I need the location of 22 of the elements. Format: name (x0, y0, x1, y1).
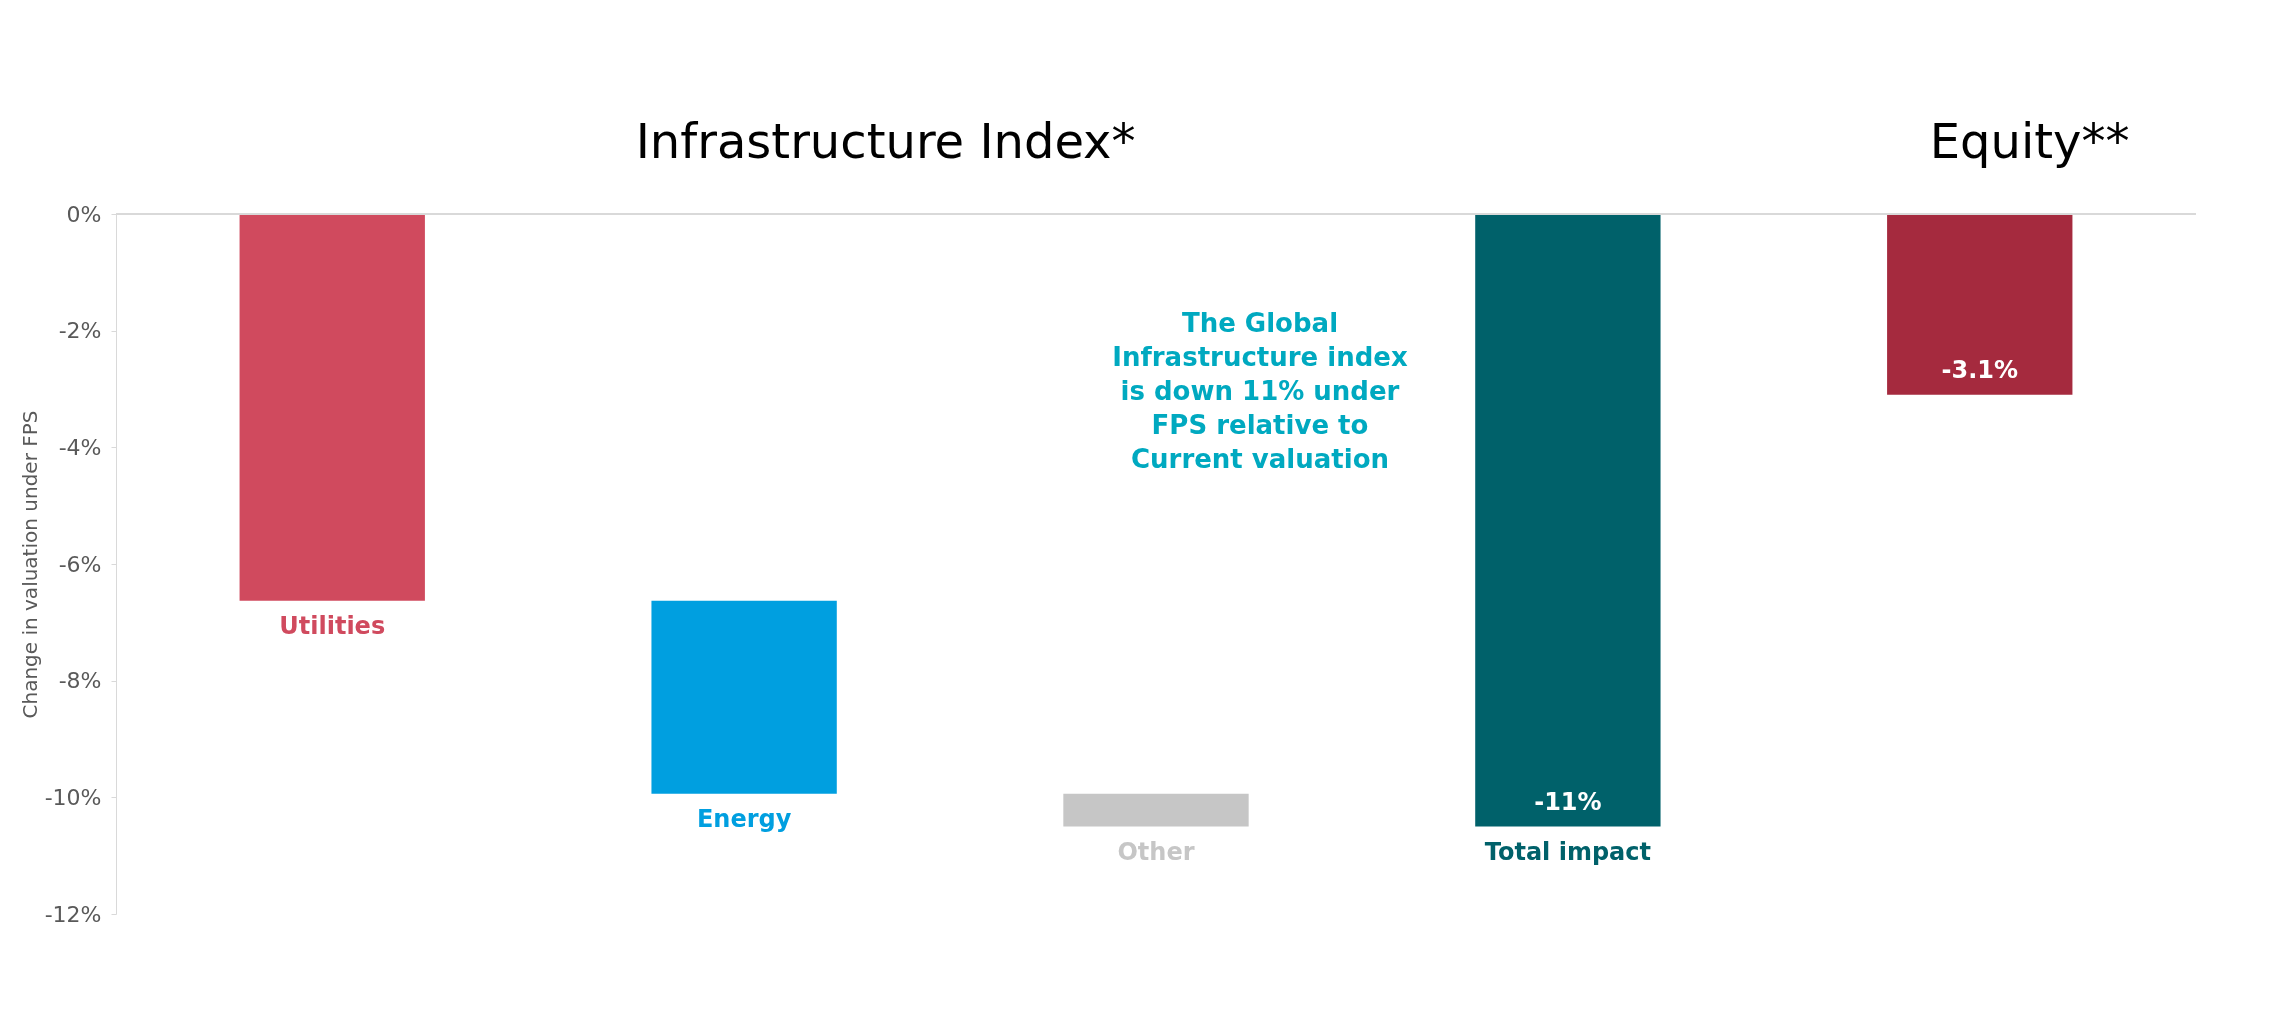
data-label: -11% (1534, 787, 1602, 816)
y-tick-label: 0% (66, 201, 102, 227)
x-tick-label: Other (1117, 837, 1195, 866)
y-tick-label: -6% (58, 551, 102, 577)
y-tick-label: -10% (44, 784, 102, 810)
x-tick-label: Utilities (279, 611, 386, 640)
data-label: -3.1% (1941, 355, 2019, 384)
x-tick-label: Total impact (1484, 837, 1651, 866)
bar (1887, 214, 2073, 395)
y-tick-label: -2% (58, 318, 102, 344)
y-tick-label: -4% (58, 434, 102, 460)
x-tick-label: Energy (696, 804, 792, 833)
bar (651, 600, 837, 794)
bar (239, 214, 425, 601)
bar (1063, 793, 1249, 827)
text: Equity** (1929, 113, 2130, 169)
text: Infrastructure Index* (635, 113, 1136, 169)
y-axis-title: Change in valuation under FPS (17, 410, 42, 719)
y-tick-label: -12% (44, 901, 102, 927)
annotation: The Global Infrastructure index is down 11% under FPS relative to Current valuation (1112, 308, 1408, 474)
y-tick-label: -8% (58, 668, 102, 694)
bar (1475, 214, 1661, 827)
